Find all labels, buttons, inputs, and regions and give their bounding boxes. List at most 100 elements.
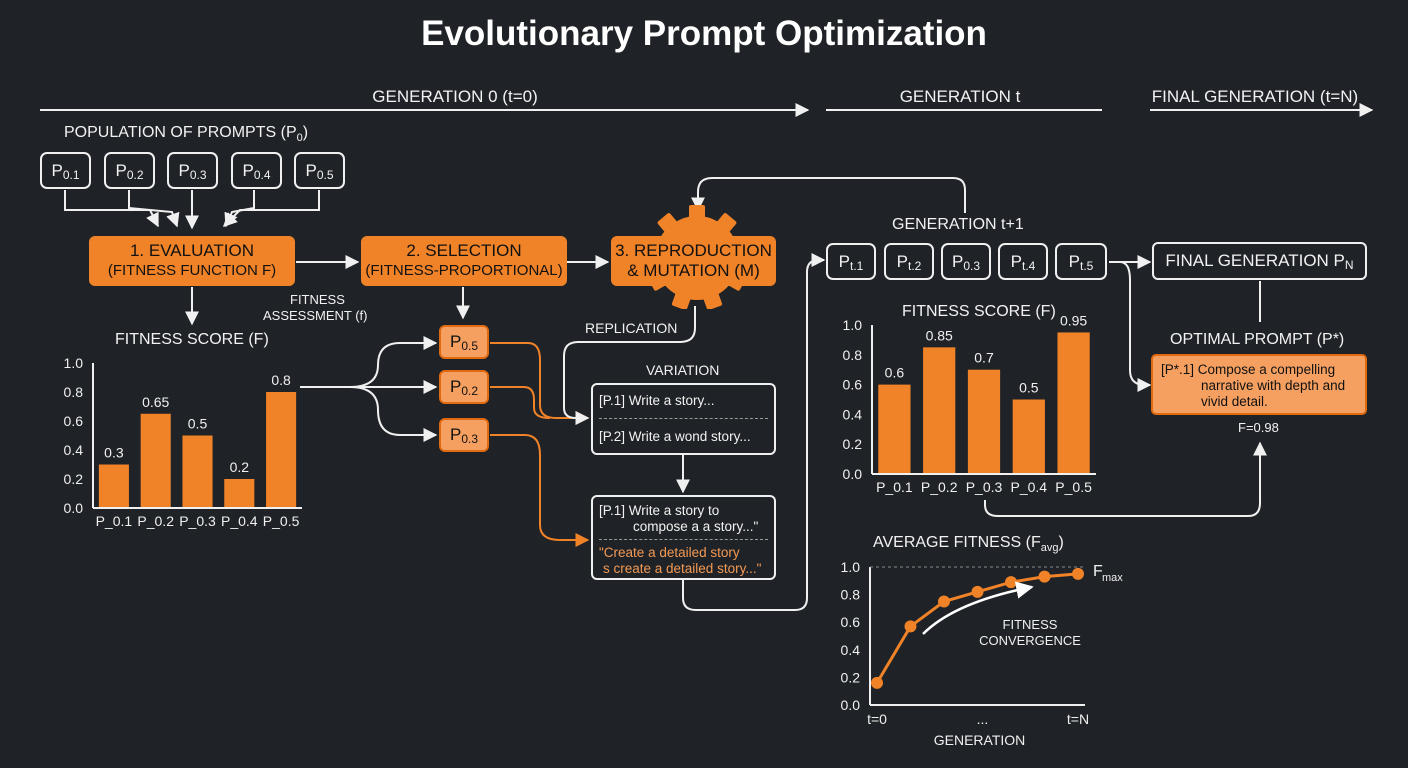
connector-p02-eval <box>128 190 180 228</box>
bar <box>224 479 255 508</box>
y-tick-label: 0.4 <box>843 406 863 422</box>
mutation-line-4: s create a detailed story..." <box>603 561 762 576</box>
x-tick-label: P_0.2 <box>137 513 174 529</box>
optimal-prompt-label: OPTIMAL PROMPT (P*) <box>1170 331 1345 348</box>
mutation-line-1: [P.1] Write a story to <box>599 503 720 518</box>
y-tick-label: 0.4 <box>64 442 84 458</box>
bar-value-label: 0.95 <box>1060 316 1087 328</box>
mutation-line-2: compose a a story..." <box>633 519 759 534</box>
bar-value-label: 0.3 <box>104 445 124 461</box>
connector-replication <box>563 306 696 425</box>
prompt-node-p0-1: P 0.1 <box>40 152 91 189</box>
data-point <box>1005 576 1017 589</box>
y-tick-label: 0.6 <box>64 413 84 429</box>
connector-p02-variation <box>490 386 551 419</box>
chart-title-average-fitness: AVERAGE FITNESS (Favg) <box>873 534 1064 555</box>
selection-stage: 2. SELECTION (FITNESS-PROPORTIONAL) <box>361 236 567 286</box>
fitness-assessment-label-2: ASSESSMENT (f) <box>263 308 368 323</box>
connector-chart-p03 <box>349 386 438 442</box>
bar <box>140 413 171 508</box>
reproduction-title: 3. REPRODUCTION <box>615 241 772 260</box>
bar <box>967 369 1001 474</box>
x-tick-label: P_0.1 <box>876 479 913 495</box>
prompt-node-p0-3: P 0.3 <box>167 152 218 189</box>
convergence-arrow <box>922 581 1034 635</box>
bar-value-label: 0.85 <box>926 327 953 343</box>
variation-box: [P.1] Write a story... [P.2] Write a won… <box>591 383 776 455</box>
variation-divider <box>599 418 768 419</box>
optimal-prompt-line-1: [P*.1] Compose a compelling <box>1161 362 1336 377</box>
generation-0-label: GENERATION 0 (t=0) <box>372 87 538 106</box>
variation-line-1: [P.1] Write a story... <box>599 393 715 408</box>
y-tick-label: 0.2 <box>64 471 84 487</box>
data-point <box>904 620 917 633</box>
fitness-bar-chart-next: 0.0 0.2 0.4 0.6 0.8 1.0 0.6 P_0.1 0.85 P_0.2 0.7 P_… <box>843 316 1096 495</box>
reproduction-stage: 3. REPRODUCTION & MUTATION (M) <box>611 236 776 286</box>
fitness-assessment-label: FITNESS <box>290 292 345 307</box>
mutation-divider <box>599 539 768 540</box>
y-tick-label: 0.0 <box>841 697 861 713</box>
fmax-label: F <box>1093 563 1103 580</box>
evaluation-stage: 1. EVALUATION (FITNESS FUNCTION F) <box>89 236 295 286</box>
bar-value-label: 0.5 <box>188 416 208 432</box>
y-tick-label: 0.0 <box>64 500 84 516</box>
bar <box>98 464 129 508</box>
fitness-bar-chart-gen0: 0.0 0.2 0.4 0.6 0.8 1.0 0.3 P_0.1 0.65 P_0.2 0.5 P_… <box>64 355 302 529</box>
y-tick-label: 0.2 <box>843 436 863 452</box>
x-tick-label: t=0 <box>867 711 887 727</box>
variation-label: VARIATION <box>646 362 720 378</box>
bar-value-label: 0.7 <box>974 350 994 366</box>
optimal-prompt-line-2: narrative with depth and <box>1201 378 1346 393</box>
mutation-box: [P.1] Write a story to compose a a story… <box>591 495 776 580</box>
connector-loopback <box>691 177 966 213</box>
x-tick-label: P_0.5 <box>1055 479 1092 495</box>
bar <box>266 392 297 508</box>
x-tick-label: P_0.4 <box>221 513 258 529</box>
evaluation-subtitle: (FITNESS FUNCTION F) <box>107 262 277 279</box>
prompt-node-pt-3: P 0.3 <box>941 243 991 280</box>
y-tick-label: 0.6 <box>841 614 861 630</box>
data-point <box>871 676 883 689</box>
x-tick-label: P_0.5 <box>263 513 300 529</box>
chart-title-fitness-next: FITNESS SCORE (F) <box>902 303 1056 320</box>
connector-chart-optimal <box>984 441 1267 517</box>
variation-line-2: [P.2] Write a wond story... <box>599 429 751 444</box>
data-point <box>1072 567 1084 580</box>
population-label: POPULATION OF PROMPTS (P0) <box>64 124 309 145</box>
reproduction-subtitle: & MUTATION (M) <box>627 261 760 280</box>
prompt-node-p0-2: P 0.2 <box>104 152 155 189</box>
y-tick-label: 0.8 <box>841 587 861 603</box>
y-tick-label: 0.4 <box>841 642 861 658</box>
optimal-prompt-box: [P*.1] Compose a compelling narrative wi… <box>1151 354 1367 415</box>
prompt-node-p0-4: P 0.4 <box>231 152 282 189</box>
x-tick-label: P_0.4 <box>1011 479 1048 495</box>
x-tick-label: P_0.3 <box>966 479 1003 495</box>
connector-chart-p05 <box>300 336 438 388</box>
bar <box>182 435 213 508</box>
y-tick-label: 0.6 <box>843 377 863 393</box>
x-tick-label: P_0.3 <box>179 513 216 529</box>
bar <box>1057 332 1090 474</box>
data-point <box>1038 570 1051 583</box>
connector-p05-variation <box>490 342 590 425</box>
replication-label: REPLICATION <box>585 320 678 336</box>
convergence-label-1: FITNESS <box>1003 617 1058 632</box>
optimal-fitness-value: F=0.98 <box>1238 420 1279 435</box>
fmax-subscript: max <box>1102 572 1123 584</box>
connector-p05-eval <box>223 190 320 227</box>
x-tick-label: P_0.2 <box>921 479 958 495</box>
convergence-label-2: CONVERGENCE <box>979 633 1081 648</box>
bar-value-label: 0.8 <box>271 372 291 388</box>
chart-title-fitness-gen0: FITNESS SCORE (F) <box>115 331 269 348</box>
x-axis-label: GENERATION <box>934 732 1026 748</box>
selected-prompt-p0-2: P 0.2 <box>439 370 489 404</box>
connector-pt5-optimal <box>1119 261 1152 392</box>
selected-prompt-p0-3: P 0.3 <box>439 418 489 452</box>
average-fitness-line-chart: 0.0 0.2 0.4 0.6 0.8 1.0 t=0... t=N GENERATION F ma… <box>841 559 1124 748</box>
data-point <box>971 585 984 598</box>
